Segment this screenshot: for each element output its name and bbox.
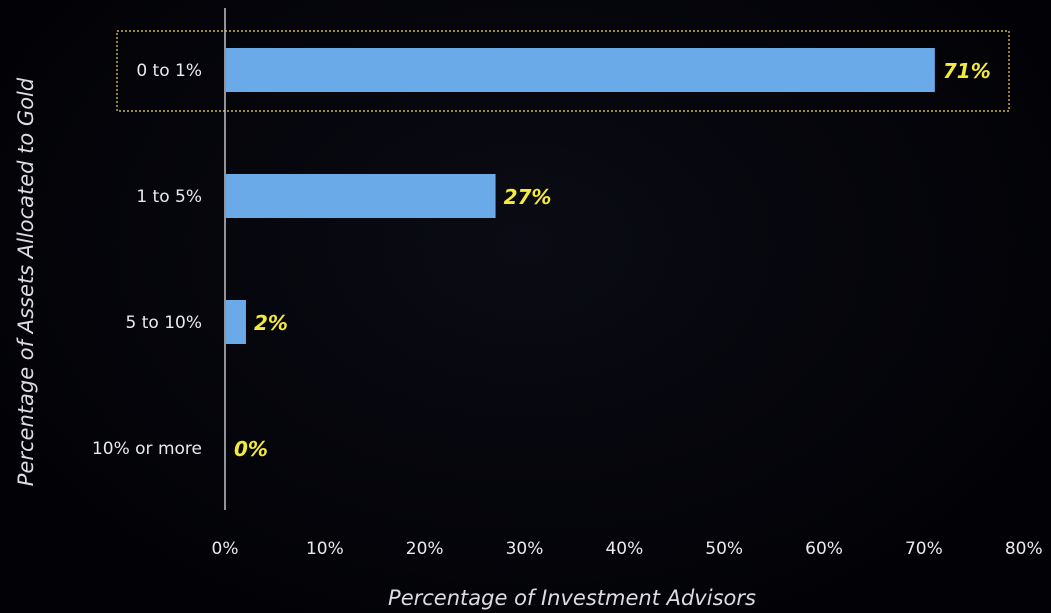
x-tick-label: 30% (506, 539, 544, 559)
x-tick-label: 0% (212, 539, 239, 559)
category-label: 10% or more (92, 439, 202, 459)
category-label: 5 to 10% (126, 313, 202, 333)
data-label: 71% (943, 59, 991, 83)
x-tick-label: 50% (705, 539, 743, 559)
x-tick-label: 40% (605, 539, 643, 559)
x-tick-label: 60% (805, 539, 843, 559)
data-label: 0% (234, 437, 268, 461)
x-tick-label: 10% (306, 539, 344, 559)
x-tick-label: 80% (1005, 539, 1043, 559)
bar-2 (226, 300, 246, 344)
bar-1 (226, 174, 496, 218)
x-tick-label: 70% (905, 539, 943, 559)
x-tick-label: 20% (406, 539, 444, 559)
data-label: 2% (254, 311, 288, 335)
bar-0 (226, 48, 935, 92)
highlight-box (116, 30, 1010, 112)
data-label: 27% (504, 185, 552, 209)
x-axis-title: Percentage of Investment Advisors (388, 586, 756, 610)
category-label: 0 to 1% (136, 61, 202, 81)
y-axis-title: Percentage of Assets Allocated to Gold (14, 77, 38, 486)
category-label: 1 to 5% (136, 187, 202, 207)
